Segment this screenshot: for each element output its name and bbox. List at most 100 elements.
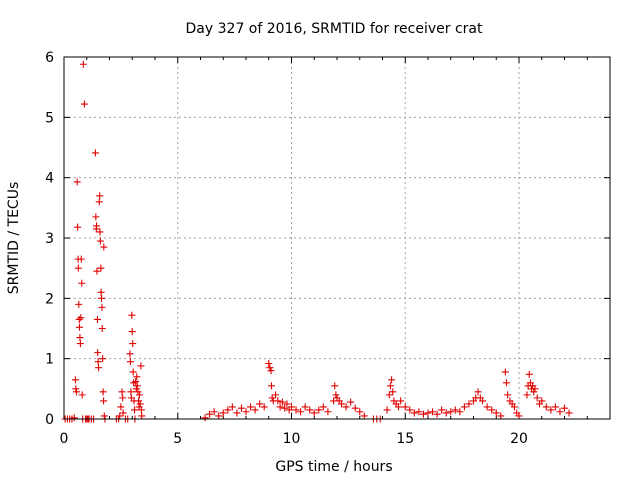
data-point xyxy=(100,412,108,420)
data-point xyxy=(94,358,102,366)
data-point xyxy=(265,359,273,367)
data-point xyxy=(93,222,101,230)
data-point xyxy=(126,358,134,366)
data-point xyxy=(126,350,134,358)
data-point xyxy=(251,406,259,414)
data-point xyxy=(228,403,236,411)
data-point xyxy=(561,404,568,412)
data-point xyxy=(93,267,101,275)
data-point xyxy=(479,397,487,405)
data-point xyxy=(515,412,523,420)
data-point xyxy=(456,408,464,416)
data-point xyxy=(242,408,250,416)
data-point xyxy=(385,391,393,399)
data-point xyxy=(96,228,104,236)
data-point xyxy=(347,398,355,406)
data-point xyxy=(383,406,391,414)
data-point xyxy=(267,367,275,375)
data-point xyxy=(530,388,538,396)
data-point xyxy=(78,279,86,287)
data-point xyxy=(91,149,99,157)
data-point xyxy=(315,406,323,414)
data-point xyxy=(71,376,79,384)
data-point xyxy=(127,388,135,396)
data-point xyxy=(219,409,227,417)
data-point xyxy=(501,368,509,376)
data-point xyxy=(133,382,141,390)
data-point xyxy=(389,388,397,396)
data-point xyxy=(93,315,101,323)
data-point xyxy=(460,403,468,411)
data-point xyxy=(134,388,142,396)
data-point xyxy=(128,311,136,319)
data-point xyxy=(276,403,284,411)
data-point xyxy=(95,198,103,206)
data-point xyxy=(133,373,141,381)
data-point xyxy=(260,403,268,411)
data-point xyxy=(210,408,218,416)
data-point xyxy=(117,403,125,411)
data-point xyxy=(129,340,137,348)
data-point xyxy=(129,368,137,376)
x-tick-label: 5 xyxy=(173,431,182,447)
data-point xyxy=(442,409,450,417)
data-point xyxy=(342,403,350,411)
data-point xyxy=(116,412,124,420)
data-point xyxy=(556,408,564,416)
data-point xyxy=(533,394,541,402)
data-points xyxy=(61,60,573,423)
data-point xyxy=(75,300,83,308)
data-point xyxy=(237,404,245,412)
data-point xyxy=(72,385,80,393)
data-point xyxy=(135,397,143,405)
data-point xyxy=(256,400,264,408)
data-point xyxy=(542,403,550,411)
data-point xyxy=(70,414,78,422)
data-point xyxy=(119,394,127,402)
data-point xyxy=(96,192,104,200)
data-point xyxy=(424,409,432,417)
data-point xyxy=(224,406,232,414)
y-tick-label: 6 xyxy=(45,50,54,66)
data-point xyxy=(492,409,500,417)
data-point xyxy=(331,382,339,390)
data-point xyxy=(98,294,106,302)
data-point xyxy=(474,388,482,396)
x-tick-label: 20 xyxy=(510,431,528,447)
data-point xyxy=(75,315,83,323)
data-point xyxy=(278,398,286,406)
data-point xyxy=(497,412,505,420)
data-point xyxy=(523,391,531,399)
data-point xyxy=(74,223,82,231)
x-axis-label: GPS time / hours xyxy=(275,459,392,475)
data-point xyxy=(215,412,223,420)
data-point xyxy=(119,409,127,417)
data-point xyxy=(233,409,241,417)
data-point xyxy=(136,400,144,408)
data-point xyxy=(292,406,300,414)
data-point xyxy=(80,100,88,108)
data-point xyxy=(131,406,139,414)
data-point xyxy=(394,403,402,411)
data-point xyxy=(306,406,314,414)
data-point xyxy=(73,388,81,396)
data-point xyxy=(138,412,146,420)
data-point xyxy=(283,400,291,408)
data-point xyxy=(433,410,441,418)
data-point xyxy=(360,412,368,420)
data-point xyxy=(201,414,209,422)
axis-ticks: 0 1 2 3 4 5 6 0 5 10 15 20 xyxy=(45,50,610,447)
data-point xyxy=(419,410,427,418)
data-point xyxy=(502,379,510,387)
data-point xyxy=(73,178,81,186)
data-point xyxy=(319,403,327,411)
data-point xyxy=(100,243,108,251)
data-point xyxy=(99,388,107,396)
data-point xyxy=(78,391,86,399)
data-point xyxy=(137,406,145,414)
data-point xyxy=(351,404,359,412)
data-point xyxy=(94,349,102,357)
data-point xyxy=(525,370,533,378)
data-point xyxy=(132,378,140,386)
